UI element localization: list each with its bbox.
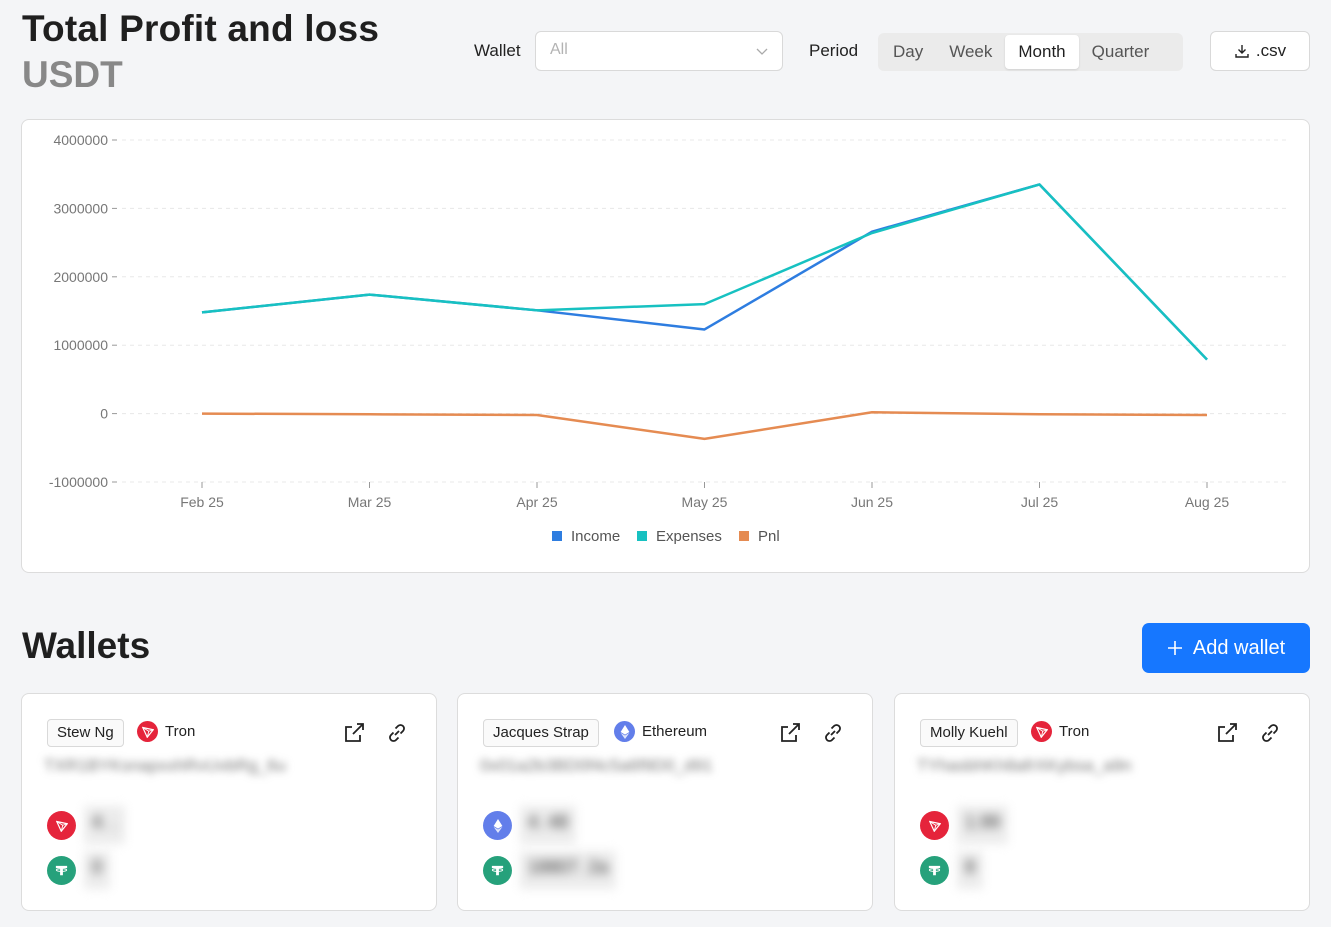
x-tick-label: May 25	[682, 494, 728, 510]
tether-icon	[47, 856, 76, 885]
download-icon	[1235, 45, 1249, 58]
y-tick-label: 3000000	[53, 200, 108, 216]
wallet-card: Jacques Strap Ethereum 0x01a2b3BD0f4c5a6…	[457, 693, 873, 911]
wallet-chain: Tron	[1031, 721, 1089, 742]
external-link-icon[interactable]	[342, 721, 366, 745]
tron-icon	[1031, 721, 1052, 742]
wallet-address: TYhasbhKh8afrXKybsa_a9n	[917, 756, 1132, 775]
series-line-pnl	[201, 410, 1208, 441]
series-line-income	[201, 183, 1208, 361]
wallet-address: TXR1BYKsnapxxhRvUvbRg_6u	[44, 756, 286, 775]
wallet-owner-tag: Jacques Strap	[483, 719, 599, 747]
plus-icon	[1167, 641, 1182, 655]
page-title: Total Profit and loss	[22, 8, 380, 49]
wallet-chain-label: Tron	[1059, 723, 1090, 740]
y-tick-label: -1000000	[49, 474, 108, 490]
x-tick-label: Jul 25	[1021, 494, 1059, 510]
period-day[interactable]: Day	[893, 42, 924, 61]
wallet-chain-label: Tron	[165, 723, 196, 740]
tether-icon	[483, 856, 512, 885]
add-wallet-button[interactable]: Add wallet	[1142, 623, 1310, 673]
legend-label-income: Income	[571, 528, 620, 545]
ethereum-icon	[483, 811, 512, 840]
tron-icon	[47, 811, 76, 840]
copy-link-icon[interactable]	[821, 721, 845, 745]
wallet-select-value: All	[550, 41, 568, 58]
copy-link-icon[interactable]	[1258, 721, 1282, 745]
y-tick-label: 2000000	[53, 269, 108, 285]
y-tick-label: 1000000	[53, 337, 108, 353]
currency-subtitle: USDT	[22, 54, 123, 95]
export-csv-button[interactable]: .csv	[1210, 31, 1310, 71]
token-balance: 8	[957, 851, 984, 889]
pnl-line-chart: 4000000 3000000 2000000 1000000 0 -1000000 Feb…	[49, 132, 1287, 545]
tron-icon	[137, 721, 158, 742]
external-link-icon[interactable]	[778, 721, 802, 745]
x-tick-label: Jun 25	[851, 494, 893, 510]
wallets-section-title: Wallets	[22, 625, 151, 666]
period-month[interactable]: Month	[1005, 35, 1079, 69]
x-tick-label: Aug 25	[1185, 494, 1230, 510]
wallet-card: Molly Kuehl Tron TYhasbhKh8afrXKybsa_a9n…	[894, 693, 1310, 911]
legend-swatch-pnl	[739, 531, 749, 541]
tron-icon	[920, 811, 949, 840]
legend-label-expenses: Expenses	[656, 528, 722, 545]
wallet-address: 0x01a2b3BD0f4c5a6f9D0_d91	[480, 756, 713, 775]
external-link-icon[interactable]	[1215, 721, 1239, 745]
token-balance: 18807. 2a	[520, 851, 617, 889]
wallet-owner-tag: Stew Ng	[47, 719, 124, 747]
wallet-select[interactable]: All	[535, 31, 783, 71]
chevron-down-icon	[756, 48, 768, 55]
pnl-chart-card: 4000000 3000000 2000000 1000000 0 -1000000 Feb…	[21, 119, 1310, 573]
period-label: Period	[809, 41, 859, 60]
legend-swatch-income	[552, 531, 562, 541]
y-tick-label: 0	[100, 406, 108, 422]
x-tick-label: Apr 25	[516, 494, 557, 510]
tether-icon	[920, 856, 949, 885]
series-line-expenses	[201, 183, 1208, 361]
wallet-chain-label: Ethereum	[642, 723, 708, 740]
copy-link-icon[interactable]	[385, 721, 409, 745]
x-tick-label: Feb 25	[180, 494, 224, 510]
period-week[interactable]: Week	[949, 42, 993, 61]
token-balance: 1.99	[957, 806, 1009, 844]
legend-swatch-expenses	[637, 531, 647, 541]
add-wallet-label: Add wallet	[1192, 636, 1286, 659]
legend-label-pnl: Pnl	[758, 528, 780, 545]
wallet-chain: Ethereum	[614, 721, 707, 742]
token-balance: 4. 48	[520, 806, 577, 844]
wallet-card: Stew Ng Tron TXR1BYKsnapxxhRvUvbRg_6u 4.…	[21, 693, 437, 911]
export-csv-label: .csv	[1255, 41, 1287, 60]
x-tick-label: Mar 25	[348, 494, 392, 510]
wallet-filter-label: Wallet	[474, 41, 521, 60]
ethereum-icon	[614, 721, 635, 742]
period-quarter[interactable]: Quarter	[1091, 42, 1150, 61]
token-balance: 0	[84, 851, 111, 889]
token-balance: 4. .	[84, 806, 126, 844]
y-tick-label: 4000000	[53, 132, 108, 148]
wallet-owner-tag: Molly Kuehl	[920, 719, 1018, 747]
period-segmented-control: Day Week Month Quarter	[878, 33, 1183, 71]
wallet-chain: Tron	[137, 721, 195, 742]
